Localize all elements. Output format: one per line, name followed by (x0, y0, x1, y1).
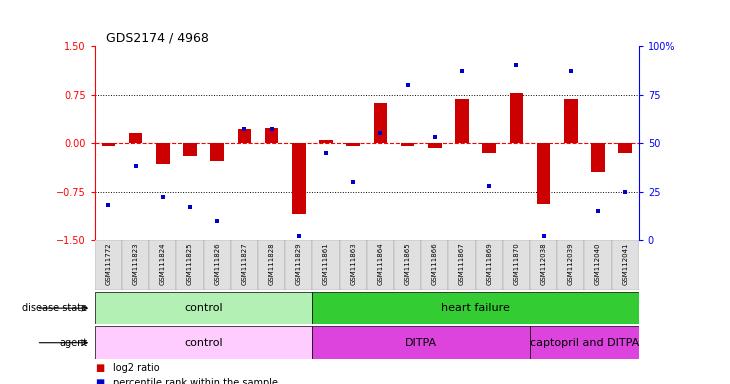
Bar (428, 143, 442, 148)
Bar (367, 240, 394, 290)
Bar (210, 143, 224, 161)
Bar (456, 99, 469, 143)
Text: GSM111829: GSM111829 (296, 243, 301, 285)
Text: control: control (185, 338, 223, 348)
Text: GSM112040: GSM112040 (595, 243, 601, 285)
Text: GSM111861: GSM111861 (323, 243, 329, 285)
Text: GSM111824: GSM111824 (160, 243, 166, 285)
Bar (129, 133, 142, 143)
Bar (591, 143, 604, 172)
Bar (177, 240, 204, 290)
Bar (238, 129, 251, 143)
Text: GSM111865: GSM111865 (404, 243, 410, 285)
Bar (530, 240, 557, 290)
Bar (156, 143, 169, 164)
Bar (557, 240, 584, 290)
Bar (421, 240, 448, 290)
Text: GSM111823: GSM111823 (133, 243, 139, 285)
Text: GSM112039: GSM112039 (568, 243, 574, 285)
Text: GSM111826: GSM111826 (215, 243, 220, 285)
Bar (448, 240, 476, 290)
Text: GDS2174 / 4968: GDS2174 / 4968 (106, 32, 209, 45)
Bar (258, 240, 285, 290)
Text: GSM111772: GSM111772 (106, 243, 112, 285)
Text: GSM111869: GSM111869 (486, 243, 492, 285)
Bar (122, 240, 149, 290)
Bar (95, 326, 312, 359)
Bar (394, 240, 421, 290)
Bar (618, 143, 632, 153)
Bar (95, 292, 312, 324)
Bar (612, 240, 639, 290)
Bar (265, 128, 278, 143)
Text: GSM112038: GSM112038 (541, 243, 547, 285)
Bar (231, 240, 258, 290)
Text: control: control (185, 303, 223, 313)
Bar (312, 240, 339, 290)
Bar (312, 292, 639, 324)
Text: GSM111828: GSM111828 (269, 243, 274, 285)
Bar (537, 143, 550, 204)
Text: ■: ■ (95, 378, 104, 384)
Text: GSM111827: GSM111827 (242, 243, 247, 285)
Text: GSM111864: GSM111864 (377, 243, 383, 285)
Bar (510, 93, 523, 143)
Bar (476, 240, 503, 290)
Text: log2 ratio: log2 ratio (113, 363, 160, 373)
Text: percentile rank within the sample: percentile rank within the sample (113, 378, 278, 384)
Bar (95, 240, 122, 290)
Text: DITPA: DITPA (405, 338, 437, 348)
Bar (339, 240, 367, 290)
Bar (530, 326, 639, 359)
Bar (401, 143, 415, 146)
Bar (503, 240, 530, 290)
Text: disease state: disease state (23, 303, 88, 313)
Bar (319, 140, 333, 143)
Bar (347, 143, 360, 146)
Text: GSM111867: GSM111867 (459, 243, 465, 285)
Bar (312, 326, 530, 359)
Bar (374, 103, 387, 143)
Bar (204, 240, 231, 290)
Text: GSM111866: GSM111866 (432, 243, 438, 285)
Text: ■: ■ (95, 363, 104, 373)
Text: GSM111825: GSM111825 (187, 243, 193, 285)
Bar (183, 143, 197, 156)
Text: GSM111863: GSM111863 (350, 243, 356, 285)
Text: captopril and DITPA: captopril and DITPA (530, 338, 639, 348)
Bar (564, 99, 577, 143)
Text: heart failure: heart failure (441, 303, 510, 313)
Text: agent: agent (59, 338, 88, 348)
Bar (285, 240, 312, 290)
Text: GSM112041: GSM112041 (622, 243, 628, 285)
Text: GSM111870: GSM111870 (513, 243, 519, 285)
Bar (101, 143, 115, 146)
Bar (483, 143, 496, 153)
Bar (150, 240, 177, 290)
Bar (292, 143, 306, 214)
Bar (584, 240, 612, 290)
